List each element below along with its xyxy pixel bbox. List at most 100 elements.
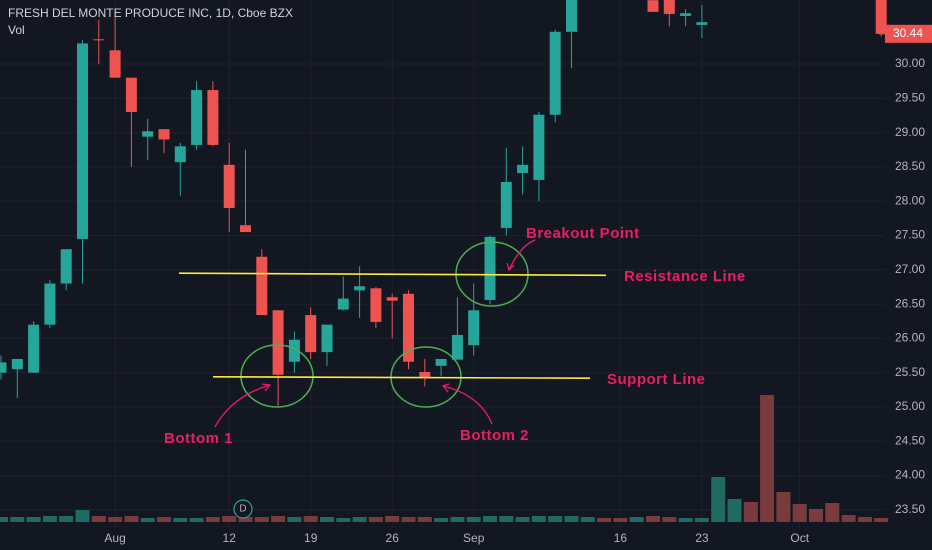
y-tick-label: 30.00 (895, 56, 925, 70)
candle-body (680, 13, 692, 16)
volume-bar (727, 499, 742, 522)
volume-bar (271, 516, 286, 522)
candle-body (484, 236, 496, 300)
volume-bar (254, 517, 269, 522)
candle-body (256, 256, 268, 316)
candle-body (44, 283, 56, 325)
candle-body (207, 90, 219, 145)
volume-bar (352, 517, 367, 522)
volume-bar (91, 516, 106, 522)
y-tick-label: 27.00 (895, 262, 925, 276)
volume-bar (434, 518, 449, 522)
dividend-marker[interactable] (233, 499, 253, 519)
y-tick-label: 27.50 (895, 228, 925, 242)
arrow (508, 239, 536, 271)
y-tick-label: 24.50 (895, 433, 925, 447)
volume-bar (26, 517, 41, 522)
candle-body (517, 164, 529, 174)
volume-bar (401, 517, 416, 522)
candle-body (370, 288, 382, 322)
volume-bar (646, 516, 660, 522)
volume-bar (874, 518, 889, 522)
candle-body (647, 0, 659, 12)
volume-bar (483, 516, 497, 522)
volume-bar (597, 518, 612, 522)
drawings: Breakout Point Bottom 1 Bottom 2 D Resis… (164, 225, 746, 519)
x-tick-label: Sep (463, 531, 485, 545)
volume-pane (0, 395, 889, 522)
candle-body (223, 164, 235, 209)
x-tick-label: Aug (104, 531, 125, 545)
candle-body (696, 22, 708, 25)
volume-bar (678, 518, 693, 522)
candle-body (28, 324, 40, 373)
circle (240, 344, 314, 408)
grid (0, 0, 885, 528)
candle-body (125, 77, 137, 113)
y-tick-label: 25.50 (895, 365, 925, 379)
candle-body (500, 181, 512, 228)
volume-bar (760, 395, 775, 522)
candle-body (191, 90, 203, 145)
volume-bar (841, 515, 856, 522)
volume-bar (580, 517, 595, 522)
volume-bar (694, 518, 709, 522)
x-tick-label: 26 (386, 531, 400, 545)
candle-body (240, 225, 251, 233)
candle-body (419, 371, 431, 379)
volume-bar (320, 517, 334, 522)
volume-bar (499, 516, 514, 522)
volume-bar (368, 517, 383, 522)
x-tick-label: 12 (223, 531, 237, 545)
volume-bar (613, 518, 628, 522)
volume-bar (238, 517, 253, 522)
volume-bar (59, 516, 74, 522)
volume-bar (548, 516, 563, 522)
y-tick-label: 29.50 (895, 90, 925, 104)
x-tick-label: 23 (695, 531, 709, 545)
volume-bar (809, 509, 823, 522)
volume-bar (10, 517, 25, 522)
candle-body (321, 324, 333, 353)
candle-body (549, 31, 561, 115)
x-tick-label: Oct (790, 531, 809, 545)
volume-bar (287, 517, 302, 522)
volume-bar (531, 516, 546, 522)
candle-body (468, 310, 480, 346)
level-line (178, 272, 607, 277)
volume-bar (222, 516, 237, 522)
candle-body (288, 339, 300, 362)
annotation: Bottom 1 (164, 430, 233, 447)
volume-bar (157, 517, 171, 522)
candle-body (663, 0, 675, 14)
candles (0, 0, 887, 407)
y-tick-label: 29.00 (895, 125, 925, 139)
y-tick-label: 26.50 (895, 296, 925, 310)
candle-body (0, 362, 7, 373)
arrow (442, 385, 493, 425)
candle-body (451, 334, 463, 360)
y-tick-label: 26.00 (895, 331, 925, 345)
candle-body (566, 0, 577, 32)
arrow (214, 384, 271, 428)
level-line (212, 375, 591, 379)
x-tick-label: 16 (614, 531, 628, 545)
level-label: Support Line (607, 371, 706, 388)
candle-body (533, 114, 545, 180)
volume-bar (140, 518, 155, 522)
y-tick-label: 28.50 (895, 159, 925, 173)
volume-bar (466, 517, 481, 522)
volume-bar (776, 492, 791, 522)
candle-body (403, 293, 414, 362)
candle-body (93, 39, 105, 41)
volume-bar (792, 504, 807, 522)
candle-body (354, 286, 366, 291)
chart-title: FRESH DEL MONTE PRODUCE INC, 1D, Cboe BZ… (8, 6, 293, 20)
volume-bar (124, 516, 139, 522)
level-label: Resistance Line (624, 268, 746, 285)
volume-bar (857, 517, 872, 522)
arrow-head (261, 383, 272, 392)
y-tick-label: 23.50 (895, 502, 925, 516)
volume-bar (0, 517, 8, 522)
